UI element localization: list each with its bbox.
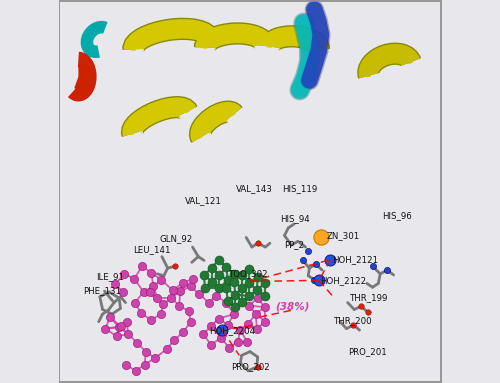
Text: TOO_302: TOO_302 — [229, 269, 268, 278]
Text: HOH_2121: HOH_2121 — [332, 255, 378, 264]
Text: VAL_121: VAL_121 — [185, 196, 222, 206]
Text: HIS_119: HIS_119 — [282, 184, 318, 193]
Text: PRO_202: PRO_202 — [232, 362, 270, 372]
Text: LEU_141: LEU_141 — [133, 245, 170, 254]
Text: THR_200: THR_200 — [334, 316, 373, 326]
Text: VAL_143: VAL_143 — [236, 184, 273, 193]
Text: (38%): (38%) — [275, 301, 310, 311]
Text: HIS_96: HIS_96 — [382, 211, 412, 220]
Text: HIS_94: HIS_94 — [280, 214, 310, 224]
Text: THR_199: THR_199 — [350, 293, 388, 303]
Text: PRO_201: PRO_201 — [348, 347, 387, 356]
Text: PHE_131: PHE_131 — [84, 286, 122, 295]
Text: PP_2: PP_2 — [284, 240, 304, 249]
Text: GLN_92: GLN_92 — [160, 234, 193, 243]
Text: ILE_91: ILE_91 — [96, 272, 124, 281]
Wedge shape — [74, 64, 91, 89]
Text: ZN_301: ZN_301 — [326, 231, 360, 240]
Text: HOH_2204: HOH_2204 — [208, 326, 255, 335]
Text: HOH_2122: HOH_2122 — [320, 276, 366, 285]
